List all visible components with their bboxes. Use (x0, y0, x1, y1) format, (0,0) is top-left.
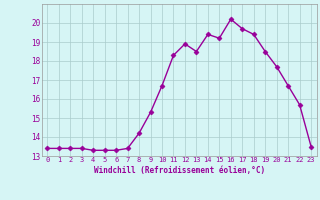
X-axis label: Windchill (Refroidissement éolien,°C): Windchill (Refroidissement éolien,°C) (94, 166, 265, 175)
